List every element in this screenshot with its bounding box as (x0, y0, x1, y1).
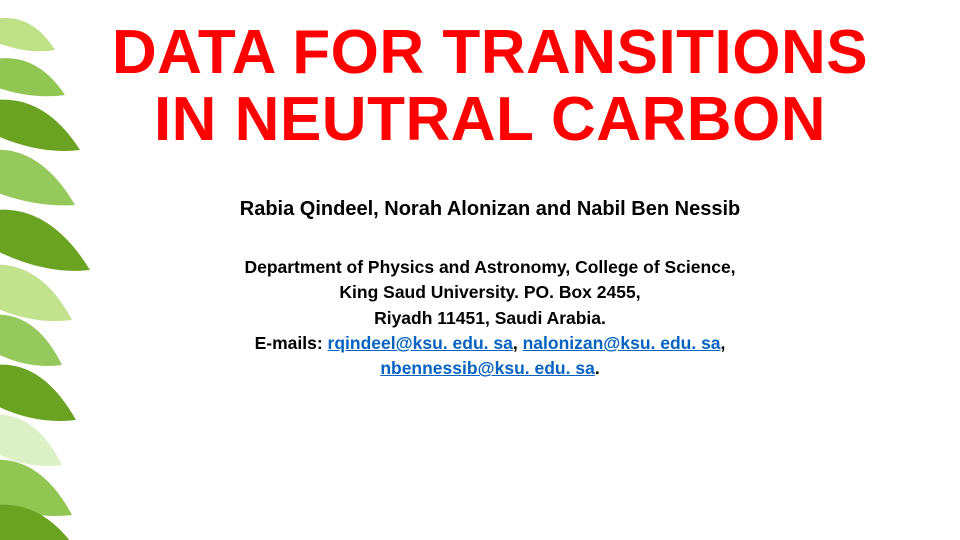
affiliation-block: Department of Physics and Astronomy, Col… (100, 255, 880, 382)
email-link-3[interactable]: nbennessib@ksu. edu. sa (380, 358, 595, 378)
slide-title: DATA FOR TRANSITIONS IN NEUTRAL CARBON (100, 20, 880, 154)
dept-line-3: Riyadh 11451, Saudi Arabia. (100, 306, 880, 331)
emails-line: E-mails: rqindeel@ksu. edu. sa, naloniza… (100, 331, 880, 356)
dept-line-2: King Saud University. PO. Box 2455, (100, 280, 880, 305)
authors-line: Rabia Qindeel, Norah Alonizan and Nabil … (100, 198, 880, 221)
email-link-2[interactable]: nalonizan@ksu. edu. sa (523, 333, 721, 353)
emails-line-2: nbennessib@ksu. edu. sa. (100, 356, 880, 381)
slide-content: DATA FOR TRANSITIONS IN NEUTRAL CARBON R… (100, 20, 880, 382)
email-sep-2: , (721, 333, 726, 353)
emails-label: E-mails: (255, 333, 328, 353)
dept-line-1: Department of Physics and Astronomy, Col… (100, 255, 880, 280)
email-sep-1: , (513, 333, 523, 353)
emails-period: . (595, 358, 600, 378)
email-link-1[interactable]: rqindeel@ksu. edu. sa (328, 333, 513, 353)
